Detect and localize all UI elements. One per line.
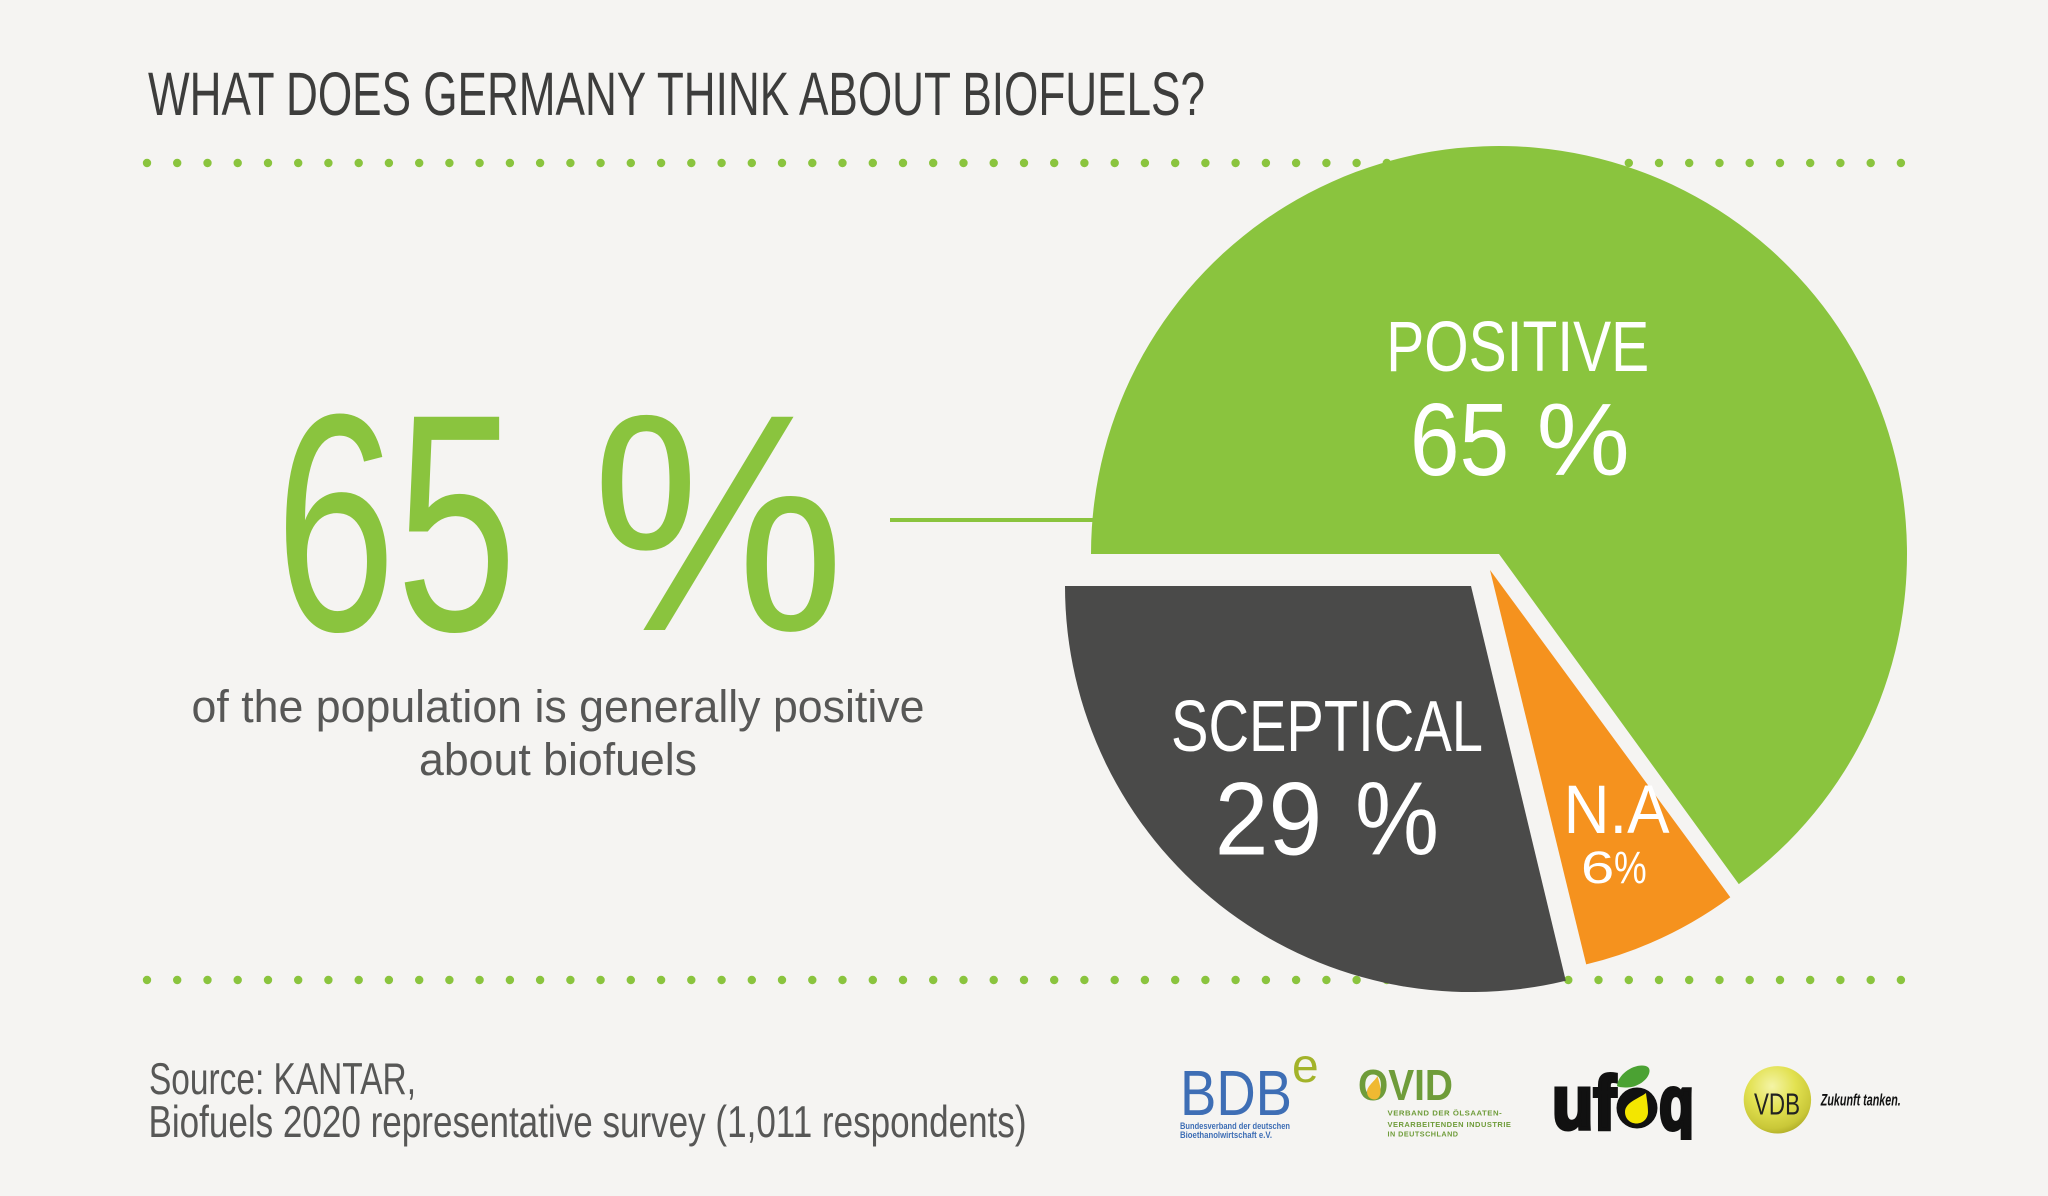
svg-text:%: % — [1355, 762, 1439, 878]
svg-text:Bioethanolwirtschaft e.V.: Bioethanolwirtschaft e.V. — [1180, 1130, 1272, 1140]
svg-text:Bundesverband der deutschen: Bundesverband der deutschen — [1180, 1121, 1290, 1131]
svg-text:VERARBEITENDEN INDUSTRIE: VERARBEITENDEN INDUSTRIE — [1388, 1120, 1512, 1129]
svg-text:65: 65 — [275, 349, 517, 696]
svg-text:%: % — [1614, 842, 1647, 893]
svg-text:of the population is generally: of the population is generally positive — [192, 681, 925, 732]
svg-text:uf: uf — [1552, 1061, 1617, 1146]
svg-text:65: 65 — [1410, 382, 1509, 497]
svg-text:29: 29 — [1215, 762, 1322, 878]
svg-text:about biofuels: about biofuels — [419, 734, 697, 785]
svg-text:POSITIVE: POSITIVE — [1386, 308, 1649, 387]
svg-text:%: % — [592, 349, 845, 696]
svg-text:VDB: VDB — [1754, 1087, 1800, 1122]
svg-text:WHAT DOES GERMANY THINK ABOUT: WHAT DOES GERMANY THINK ABOUT BIOFUELS? — [148, 60, 1205, 128]
svg-text:6: 6 — [1581, 842, 1615, 893]
svg-text:Biofuels 2020 representative s: Biofuels 2020 representative survey (1,0… — [149, 1098, 1027, 1147]
svg-text:IN DEUTSCHLAND: IN DEUTSCHLAND — [1388, 1129, 1459, 1138]
svg-text:e: e — [1292, 1040, 1319, 1093]
svg-text:VERBAND DER ÖLSAATEN-: VERBAND DER ÖLSAATEN- — [1388, 1109, 1503, 1118]
svg-text:N.A: N.A — [1564, 771, 1670, 848]
svg-text:BDB: BDB — [1180, 1057, 1292, 1129]
svg-text:Source: KANTAR,: Source: KANTAR, — [149, 1055, 416, 1104]
svg-text:%: % — [1537, 382, 1630, 497]
svg-text:Zukunft tanken.: Zukunft tanken. — [1820, 1092, 1901, 1110]
svg-text:q: q — [1659, 1061, 1694, 1146]
svg-text:SCEPTICAL: SCEPTICAL — [1171, 687, 1483, 767]
